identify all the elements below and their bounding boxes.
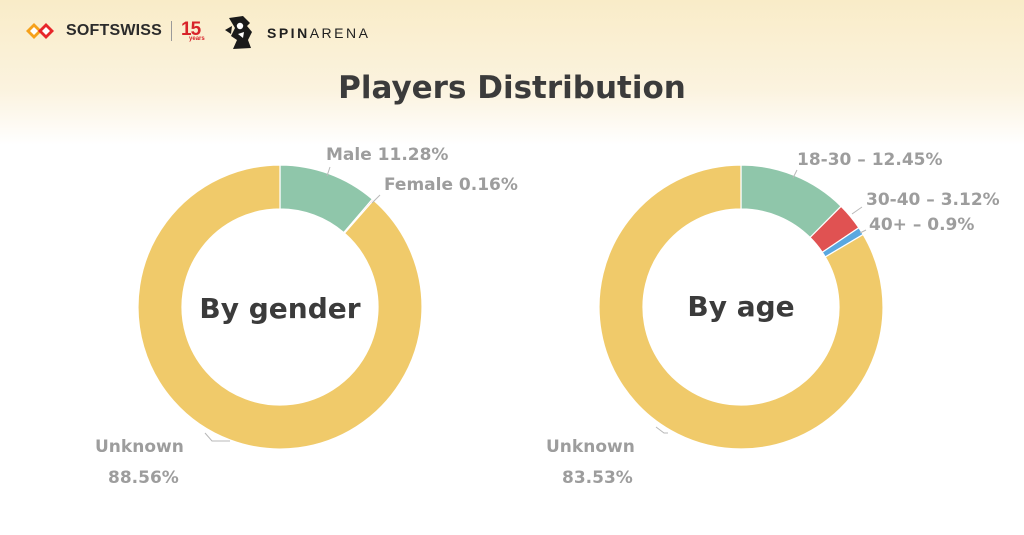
slice-label-value: 83.53% [562,468,633,488]
slice-label: 30-40 – 3.12% [866,190,1000,210]
slice-label: 40+ – 0.9% [869,215,974,235]
leader-line [792,169,798,179]
slice-label: Male 11.28% [326,145,448,165]
leader-line [326,166,331,177]
spinarena-wordmark: SPINARENA [267,25,370,41]
header: SOFTSWISS 15 years SPINARENA [0,0,1024,60]
leader-line [859,229,867,234]
slice-label: 18-30 – 12.45% [797,150,943,170]
leader-line [204,432,230,442]
spinarena-brand: SPINARENA [223,14,370,52]
leader-line [851,206,863,215]
leader-line [655,426,668,434]
slice-label: Unknown [95,437,184,457]
slice-label-value: 88.56% [108,468,179,488]
gender-donut: Male 11.28% Female 0.16% Unknown 88.56% By g… [95,145,518,488]
donut-center-label: By gender [199,292,360,325]
softswiss-wordmark: SOFTSWISS [66,22,163,39]
spinarena-knight-icon [225,16,252,49]
donut-slice [598,164,884,450]
spinarena-wordmark-light: ARENA [309,25,371,41]
page-title: Players Distribution [338,70,686,106]
slice-label: Unknown [546,437,635,457]
leader-line [371,194,381,204]
anniversary-label: years [189,36,205,42]
donut-center-label: By age [687,290,794,323]
softswiss-brand: SOFTSWISS 15 years [24,20,205,42]
softswiss-logo-icon [26,23,54,39]
anniversary-badge: 15 years [181,20,205,42]
slice-label: Female 0.16% [384,175,518,195]
spinarena-wordmark-bold: SPIN [267,25,310,41]
donut-slice [137,164,423,450]
anniversary-number: 15 [181,19,201,40]
age-donut: 18-30 – 12.45% 30-40 – 3.12% 40+ – 0.9% Unk… [546,150,1000,488]
brand-divider [171,21,173,41]
